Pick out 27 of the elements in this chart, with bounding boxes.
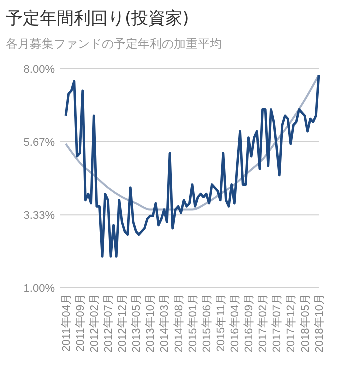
x-tick-label: 2013年10月 bbox=[145, 294, 158, 353]
x-tick-label: 2018年10月 bbox=[314, 294, 326, 353]
x-tick-label: 2017年07月 bbox=[272, 294, 284, 353]
line-series bbox=[64, 74, 320, 258]
x-tick-label: 2012年12月 bbox=[117, 294, 130, 353]
chart-subtitle: 各月募集ファンドの予定年利の加重平均 bbox=[6, 37, 222, 51]
x-tick-label: 2016年04月 bbox=[230, 294, 242, 353]
y-tick-label: 1.00% bbox=[24, 282, 56, 295]
x-tick-label: 2012年07月 bbox=[103, 294, 116, 353]
x-tick-label: 2014年03月 bbox=[159, 294, 172, 353]
chart-title: 予定年間利回り(投資家) bbox=[6, 9, 190, 29]
y-tick-label: 8.00% bbox=[24, 64, 56, 76]
x-tick-label: 2015年01月 bbox=[187, 294, 200, 353]
x-tick-label: 2012年02月 bbox=[88, 294, 101, 353]
x-tick-label: 2015年06月 bbox=[201, 294, 214, 353]
x-tick-label: 2017年12月 bbox=[286, 294, 298, 353]
x-tick-label: 2018年05月 bbox=[300, 294, 312, 353]
x-tick-label: 2011年09月 bbox=[74, 294, 87, 352]
y-tick-label: 5.67% bbox=[24, 136, 56, 149]
line-series bbox=[65, 74, 320, 211]
x-tick-label: 2016年09月 bbox=[244, 294, 256, 353]
x-tick-label: 2011年04月 bbox=[60, 294, 73, 352]
x-tick-label: 2013年05月 bbox=[131, 294, 144, 353]
y-tick-label: 3.33% bbox=[24, 210, 56, 222]
x-tick-label: 2014年08月 bbox=[173, 294, 186, 353]
x-tick-label: 2015年11月 bbox=[215, 294, 228, 352]
x-tick-label: 2017年02月 bbox=[258, 294, 270, 353]
